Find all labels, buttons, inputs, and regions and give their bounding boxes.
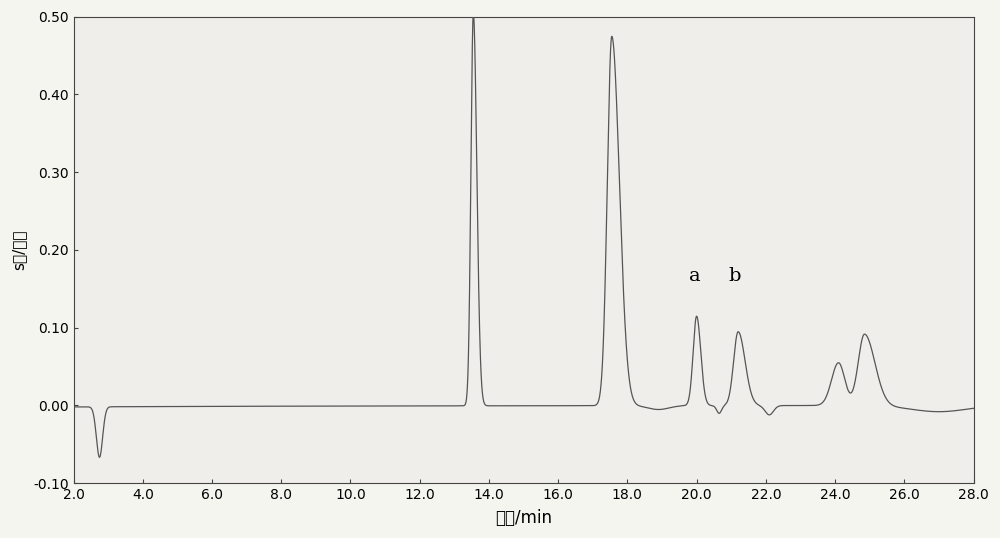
Text: a: a (689, 267, 701, 285)
Text: b: b (728, 267, 741, 285)
Y-axis label: s时/回射: s时/回射 (11, 230, 26, 270)
X-axis label: 时间/min: 时间/min (495, 509, 552, 527)
